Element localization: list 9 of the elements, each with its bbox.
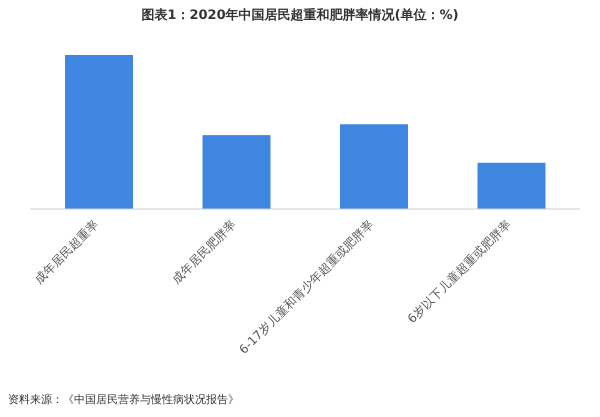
bar [478,162,546,209]
x-tick-label: 成年居民肥胖率 [169,217,238,287]
bar [340,124,408,209]
x-tick-label: 成年居民超重率 [32,217,101,287]
text: 资料来源：《中国居民营养与慢性病状况报告》 [8,392,239,407]
bar [202,135,270,209]
x-tick-label: 6岁以下儿童超重或肥胖率 [404,217,514,326]
chart-title: 图表1：2020年中国居民超重和肥胖率情况(单位：%) [140,6,460,24]
bar [65,55,133,209]
